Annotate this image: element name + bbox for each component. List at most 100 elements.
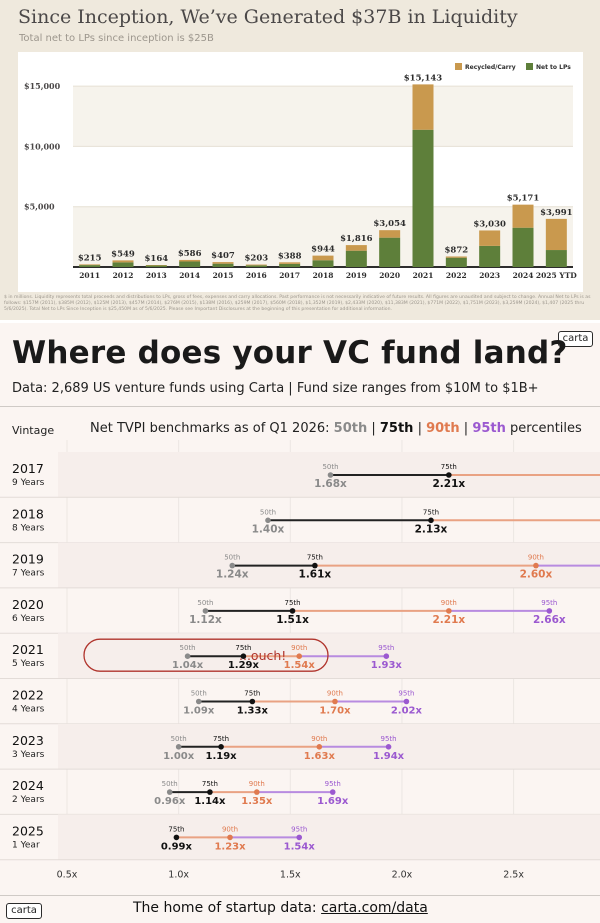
tvpi-value-label: 1.33x [237, 706, 269, 717]
tvpi-value-label: 1.19x [206, 751, 238, 762]
bar-total-label: $944 [311, 245, 335, 255]
footer-link[interactable]: carta.com/data [321, 900, 428, 916]
percentile-label: 90th [528, 554, 544, 562]
percentile-label: 90th [249, 780, 265, 788]
percentile-label: 95th [398, 690, 414, 698]
percentile-label: 95th [325, 780, 341, 788]
percentile-dot [289, 608, 296, 614]
liquidity-footnote: $ in millions. Liquidity represents tota… [4, 295, 591, 312]
bar-recycled-carry [279, 262, 301, 264]
percentile-label: 75th [307, 554, 323, 562]
x-tick-label: 2017 [279, 271, 300, 280]
percentile-label: 95th [291, 825, 307, 833]
percentile-dot [184, 653, 191, 659]
liquidity-panel: Since Inception, We’ve Generated $37B in… [0, 0, 600, 320]
vintage-year: 2018 [12, 506, 44, 521]
bar-recycled-carry [245, 264, 267, 266]
x-tick-label: 2012 [113, 271, 134, 280]
bar-net-to-lps [245, 265, 267, 267]
tvpi-value-label: 1.63x [304, 751, 336, 762]
bar-net-to-lps [345, 250, 367, 267]
vintage-year: 2019 [12, 552, 44, 567]
footer-divider [0, 895, 600, 896]
tvpi-value-label: 2.21x [432, 614, 465, 626]
footer-tagline: The home of startup data: carta.com/data [133, 900, 428, 916]
percentile-label: 50th [197, 599, 213, 607]
bar-recycled-carry [112, 260, 134, 263]
bar-net-to-lps [412, 129, 434, 267]
divider [0, 406, 600, 407]
tvpi-value-label: 1.12x [189, 614, 222, 626]
x-tick-label: 2018 [313, 271, 334, 280]
tvpi-value-label: 1.61x [299, 569, 332, 581]
percentile-dot [173, 834, 180, 841]
bar-net-to-lps [379, 237, 401, 267]
percentile-label: 75th [213, 735, 229, 743]
percentile-dot [240, 653, 247, 659]
legend-label-net: Net to LPs [536, 64, 571, 71]
tvpi-value-label: 1.94x [373, 751, 405, 762]
percentile-dot [296, 653, 303, 659]
bar-recycled-carry [379, 230, 401, 238]
row-band [58, 814, 600, 860]
x-tick-label: 2.5x [503, 870, 524, 880]
percentile-dot [403, 698, 410, 705]
tvpi-value-label: 1.14x [194, 796, 226, 807]
percentile-dot [166, 789, 173, 795]
tvpi-value-label: 1.00x [163, 751, 195, 762]
x-tick-label: 2015 [213, 271, 234, 280]
x-tick-label: 0.5x [57, 870, 78, 880]
percentile-label: 95th [381, 735, 397, 743]
grid-band [73, 86, 573, 147]
percentile-dot [254, 789, 260, 795]
percentile-dot [265, 517, 271, 524]
x-tick-label: 2022 [446, 271, 467, 280]
bar-recycled-carry [445, 256, 467, 258]
x-tick-label: 2011 [79, 271, 100, 280]
percentile-dot [546, 608, 553, 614]
x-tick-label: 1.5x [280, 870, 301, 880]
percentile-label: 50th [224, 554, 240, 562]
tvpi-value-label: 1.69x [317, 796, 349, 807]
tvpi-value-label: 2.21x [432, 478, 465, 490]
x-tick-label: 2023 [479, 271, 500, 280]
percentile-label: 50th [180, 644, 196, 652]
percentile-label: 95th [378, 644, 394, 652]
x-tick-label: 1.0x [168, 870, 189, 880]
bench-title-p90: 90th [426, 421, 460, 436]
percentile-label: 50th [260, 508, 276, 516]
bar-recycled-carry [479, 230, 501, 246]
bar-net-to-lps [212, 263, 234, 267]
percentile-label: 90th [291, 644, 307, 652]
vintage-year: 2017 [12, 461, 44, 476]
bar-total-label: $3,030 [473, 219, 506, 229]
bar-recycled-carry [545, 218, 567, 251]
tvpi-value-label: 2.66x [533, 614, 566, 626]
vintage-year: 2025 [12, 823, 44, 838]
bench-title-sep: | [459, 421, 473, 436]
bench-title-p50: 50th [333, 421, 368, 436]
x-tick-label: 2025 YTD [536, 271, 577, 280]
ouch-callout-outline [83, 638, 329, 672]
percentile-label: 90th [311, 735, 327, 743]
x-tick-label: 2014 [179, 271, 200, 280]
tvpi-value-label: 1.24x [216, 569, 249, 581]
vintage-year: 2024 [12, 778, 44, 793]
bar-recycled-carry [212, 262, 234, 264]
bar-net-to-lps [279, 263, 301, 267]
percentile-dot [227, 834, 233, 841]
percentile-dot [312, 562, 318, 569]
vintage-years-label: 3 Years [12, 750, 45, 760]
vintage-years-label: 8 Years [12, 523, 45, 533]
tvpi-value-label: 2.13x [415, 523, 448, 535]
bench-title-sep: | [413, 421, 427, 436]
tvpi-value-label: 1.51x [276, 614, 309, 626]
vintage-years-label: 9 Years [12, 478, 45, 488]
liquidity-chart-area: $5,000 $10,000 $15,000 $215 2011 $549 2012 $164… [18, 52, 583, 292]
bench-title-sep: | [367, 421, 380, 436]
tvpi-value-label: 1.54x [284, 841, 316, 852]
bench-title-p95: 95th [472, 421, 506, 436]
x-tick-label: 2021 [413, 271, 434, 280]
vintage-years-label: 7 Years [12, 569, 45, 579]
